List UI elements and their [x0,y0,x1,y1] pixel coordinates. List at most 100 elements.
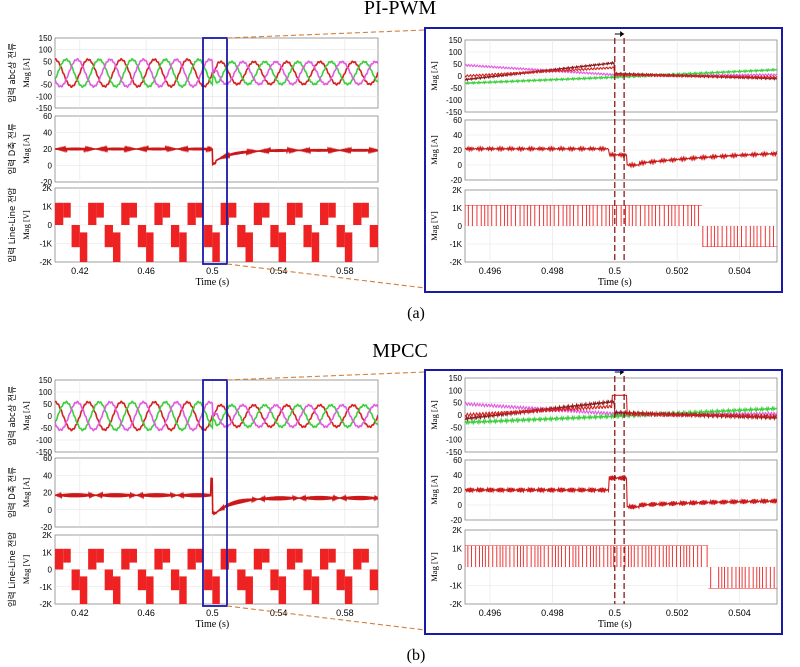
voltage-block [311,576,320,604]
voltage-block [228,202,237,218]
y-tick-label: 100 [39,46,53,55]
y-tick-label: 100 [39,388,53,397]
voltage-block [88,548,97,570]
x-tick-label: 0.504 [728,608,751,618]
y-tick-label: -2K [450,258,463,267]
y-tick-label: -50 [40,424,52,433]
y-tick-label: 150 [449,36,463,45]
x-tick-label: 0.498 [541,608,564,618]
voltage-block [228,548,237,563]
voltage-block [179,232,187,262]
voltage-block [286,202,296,225]
x-axis-label: Time (s) [598,619,632,630]
y-tick-label: 0 [48,566,53,575]
voltage-block [253,548,263,570]
voltage-block [270,225,279,248]
voltage-block [245,576,253,604]
series-phase-a [55,57,378,89]
voltage-block [278,232,287,262]
series-phase-c [55,57,378,89]
zoom-connector [226,263,426,289]
y-tick-label: -1K [450,240,463,249]
voltage-block [361,548,369,563]
voltage-block [262,548,270,563]
voltage-block [121,202,130,225]
voltage-block [262,202,270,218]
y-tick-label: -100 [36,92,53,101]
y-axis-label: Mag [V] [21,210,31,240]
voltage-block [162,202,171,218]
voltage-block [154,202,163,225]
panel-title: MPCC [372,340,428,362]
voltage-block [237,225,246,248]
arrow-head [620,31,625,37]
row-group-label: 입력 Line-Line 전압 [7,532,18,607]
voltage-block [328,202,336,218]
data-layer [465,475,777,510]
y-axis-label: Mag [A] [429,475,439,505]
voltage-block [237,569,246,591]
zoom-connector [226,605,426,631]
y-axis-label: Mag [A] [429,400,439,430]
subplot-a-left-ll_voltage: 2K 1K 0 -1K -2K Mag [V]입력 Line-Line 전압 [7,184,385,267]
x-tick-label: 0.54 [270,608,288,618]
panel-title: PI-PWM [364,0,436,19]
subplot-a-zoom-ll_voltage: 2K 1K 0 -1K -2K Mag [V] [429,186,778,267]
y-axis-label: Mag [V] [429,211,439,241]
panel-caption: (b) [407,647,426,664]
y-tick-label: 0 [458,72,463,81]
y-tick-label: -150 [446,108,463,117]
y-tick-label: 2K [42,184,52,193]
y-tick-label: 50 [453,60,462,69]
y-tick-label: 1K [452,545,462,554]
x-axis-label: Time (s) [598,277,632,288]
y-tick-label: 0 [48,412,53,421]
voltage-block [295,548,303,563]
row-group-label: 입력 abc상 전류 [7,386,18,446]
series-d-current [465,145,777,169]
y-tick-label: 0 [458,222,463,231]
y-tick-label: 2K [42,531,52,540]
data-layer [55,400,378,432]
voltage-block [112,576,121,604]
voltage-block [187,202,196,225]
y-tick-label: 40 [43,471,52,480]
voltage-block [378,232,385,262]
series-current [465,67,777,86]
row-group-label: 입력 D축 전류 [7,467,18,518]
y-axis-label: Mag [A] [21,58,31,88]
y-tick-label: 1K [452,204,462,213]
zoom-panel-border [424,369,783,635]
voltage-block [295,202,303,218]
series-current [465,394,777,420]
voltage-block [344,576,353,604]
y-tick-label: 100 [449,386,463,395]
voltage-block [71,569,80,591]
data-layer [465,545,777,589]
voltage-block [170,569,180,591]
voltage-block [79,576,88,604]
y-axis-label: Mag [V] [21,555,31,585]
series-d-current [55,144,378,167]
voltage-block [96,202,104,218]
subplot-b-left-abc_current: 150 100 50 0 -50 -100 -150 Mag [A]입력 abc상 전류 [7,376,379,457]
voltage-block [378,576,385,604]
voltage-block [212,576,220,604]
voltage-block [170,225,180,248]
x-tick-label: 0.502 [666,266,689,276]
voltage-block [212,232,220,262]
y-tick-label: -50 [40,81,52,90]
voltage-block [88,202,97,225]
voltage-block [195,548,204,563]
y-tick-label: 50 [43,57,52,66]
voltage-block [220,202,229,225]
voltage-block [353,548,362,570]
voltage-block [63,202,71,218]
y-tick-label: 40 [43,129,52,138]
voltage-block [104,225,113,248]
y-tick-label: 60 [43,112,52,121]
voltage-block [187,548,196,570]
x-axis-label: Time (s) [195,619,229,630]
y-tick-label: 60 [43,454,52,463]
y-tick-label: -1K [450,582,463,591]
